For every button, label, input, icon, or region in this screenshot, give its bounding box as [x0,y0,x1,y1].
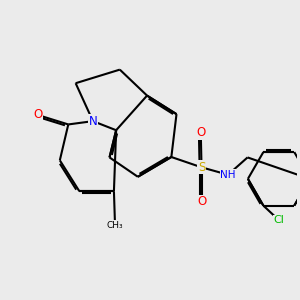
Text: O: O [197,195,206,208]
Text: CH₃: CH₃ [107,221,123,230]
Text: N: N [88,115,97,128]
Text: O: O [33,109,42,122]
Text: Cl: Cl [273,215,284,225]
Text: O: O [196,126,206,139]
Text: NH: NH [220,170,236,180]
Text: S: S [198,161,205,174]
